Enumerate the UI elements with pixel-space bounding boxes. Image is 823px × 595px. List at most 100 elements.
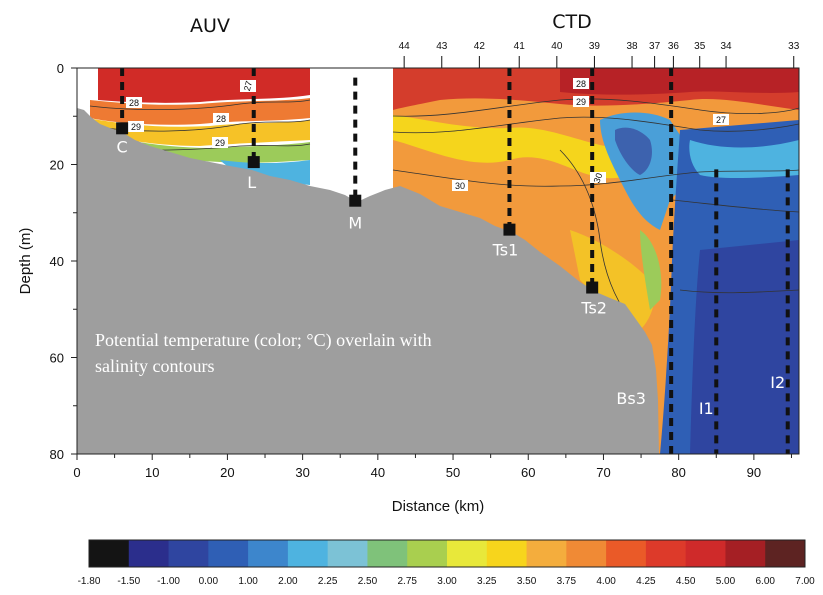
- seabed: [77, 108, 659, 454]
- ctd-stations: 44 43 42 41 40 39 38 37 36 35 34 33: [399, 41, 800, 68]
- colorbar-swatch: [168, 540, 209, 567]
- colorbar-tick-label: 3.75: [557, 576, 577, 587]
- site-label: Ts2: [580, 299, 607, 318]
- colorbar-tick-label: 4.00: [596, 576, 616, 587]
- svg-text:30: 30: [592, 172, 605, 185]
- y-axis-label: Depth (m): [17, 228, 34, 295]
- x-axis: 0 10 20 30 40 50 60 70 80 90: [73, 454, 792, 480]
- colorbar-tick-label: 4.25: [636, 576, 656, 587]
- colorbar-swatch: [287, 540, 329, 567]
- contour-label: 29: [128, 121, 144, 132]
- colorbar-tick-label: -1.50: [117, 576, 140, 587]
- annotation-line-2: salinity contours: [95, 356, 215, 376]
- svg-text:27: 27: [242, 80, 254, 92]
- colorbar-tick-label: 2.25: [318, 576, 338, 587]
- colorbar-tick-label: -1.00: [157, 576, 180, 587]
- x-tick-label: 40: [371, 465, 385, 480]
- colorbar-tick-label: 3.50: [517, 576, 537, 587]
- colorbar-tick-label: 0.00: [199, 576, 219, 587]
- colorbar-tick-label: 4.50: [676, 576, 696, 587]
- colorbar-swatch: [327, 540, 368, 567]
- colorbar-tick-label: 3.25: [477, 576, 497, 587]
- svg-text:28: 28: [129, 98, 139, 108]
- colorbar-swatch: [447, 540, 488, 567]
- colorbar-tick-label: 7.00: [795, 576, 815, 587]
- colorbar-swatch: [566, 540, 607, 567]
- site-label: C: [117, 137, 128, 156]
- x-tick-label: 10: [145, 465, 159, 480]
- contour-label: 30: [590, 172, 606, 185]
- station-label: 42: [474, 41, 486, 52]
- colorbar-swatch: [526, 540, 567, 567]
- colorbar-swatch: [89, 540, 130, 567]
- contour-labels: 28 29 28 29 27 28 29 27 30 30: [126, 78, 729, 191]
- colorbar: -1.80 -1.50 -1.00 0.00 1.00 2.00 2.25 2.50 2.75 3…: [78, 539, 815, 587]
- colorbar-swatch: [765, 540, 806, 567]
- site-label: L: [247, 173, 256, 192]
- station-label: 36: [668, 41, 680, 52]
- auv-header: AUV: [190, 15, 230, 37]
- colorbar-swatch: [685, 540, 726, 567]
- svg-text:29: 29: [131, 122, 141, 132]
- colorbar-swatch: [645, 540, 687, 567]
- x-tick-label: 90: [747, 465, 761, 480]
- svg-text:28: 28: [576, 79, 586, 89]
- site-marker: [116, 122, 129, 135]
- svg-text:30: 30: [455, 181, 465, 191]
- colorbar-tick-label: -1.80: [78, 576, 101, 587]
- colorbar-swatch: [486, 540, 528, 567]
- contour-label: 27: [713, 114, 729, 125]
- colorbar-tick-label: 6.00: [755, 576, 775, 587]
- colorbar-swatch: [367, 540, 408, 567]
- contour-label: 28: [213, 113, 229, 124]
- x-tick-label: 50: [446, 465, 460, 480]
- contour-label: 30: [452, 180, 468, 191]
- colorbar-tick-label: 1.00: [238, 576, 258, 587]
- contour-label: 28: [573, 78, 589, 89]
- colorbar-tick-label: 5.00: [716, 576, 736, 587]
- x-axis-label: Distance (km): [392, 498, 485, 515]
- x-tick-label: 60: [521, 465, 535, 480]
- site-marker: [349, 194, 362, 207]
- colorbar-tick-label: 2.50: [358, 576, 378, 587]
- colorbar-swatch: [725, 540, 766, 567]
- colorbar-tick-label: 3.00: [437, 576, 457, 587]
- y-tick-label: 60: [50, 351, 64, 366]
- y-axis: 0 20 40 60 80: [50, 61, 77, 462]
- site-label: Bs3: [616, 389, 646, 408]
- ctd-header: CTD: [552, 11, 592, 33]
- site-label: Ts1: [492, 241, 519, 260]
- contour-label: 28: [126, 97, 142, 108]
- station-label: 37: [649, 41, 661, 52]
- colorbar-frame: [88, 539, 806, 568]
- station-label: 40: [551, 41, 563, 52]
- svg-text:29: 29: [215, 138, 225, 148]
- svg-text:29: 29: [576, 97, 586, 107]
- site-marker: [503, 223, 516, 236]
- x-tick-label: 20: [220, 465, 234, 480]
- site-label: M: [348, 214, 362, 233]
- colorbar-swatch: [208, 540, 249, 567]
- y-tick-label: 80: [50, 447, 64, 462]
- colorbar-swatch: [606, 540, 647, 567]
- x-tick-label: 80: [671, 465, 685, 480]
- site-marker: [586, 281, 599, 294]
- station-label: 38: [626, 41, 638, 52]
- colorbar-swatch: [248, 540, 289, 567]
- station-label: 39: [589, 41, 601, 52]
- colorbar-tick-label: 2.00: [278, 576, 298, 587]
- station-label: 35: [694, 41, 706, 52]
- colorbar-swatch: [407, 540, 448, 567]
- colorbar-swatch: [128, 540, 170, 567]
- colorbar-tick-label: 2.75: [397, 576, 417, 587]
- station-label: 44: [399, 41, 411, 52]
- contour-label: 29: [212, 137, 228, 148]
- y-tick-label: 40: [50, 254, 64, 269]
- annotation-line-1: Potential temperature (color; °C) overla…: [95, 330, 432, 351]
- station-label: 33: [788, 41, 800, 52]
- site-label: I1: [699, 399, 714, 418]
- site-markers: C L M Ts1 Ts2 Bs3 I1 I2: [116, 122, 785, 418]
- svg-text:27: 27: [716, 115, 726, 125]
- x-tick-label: 0: [73, 465, 80, 480]
